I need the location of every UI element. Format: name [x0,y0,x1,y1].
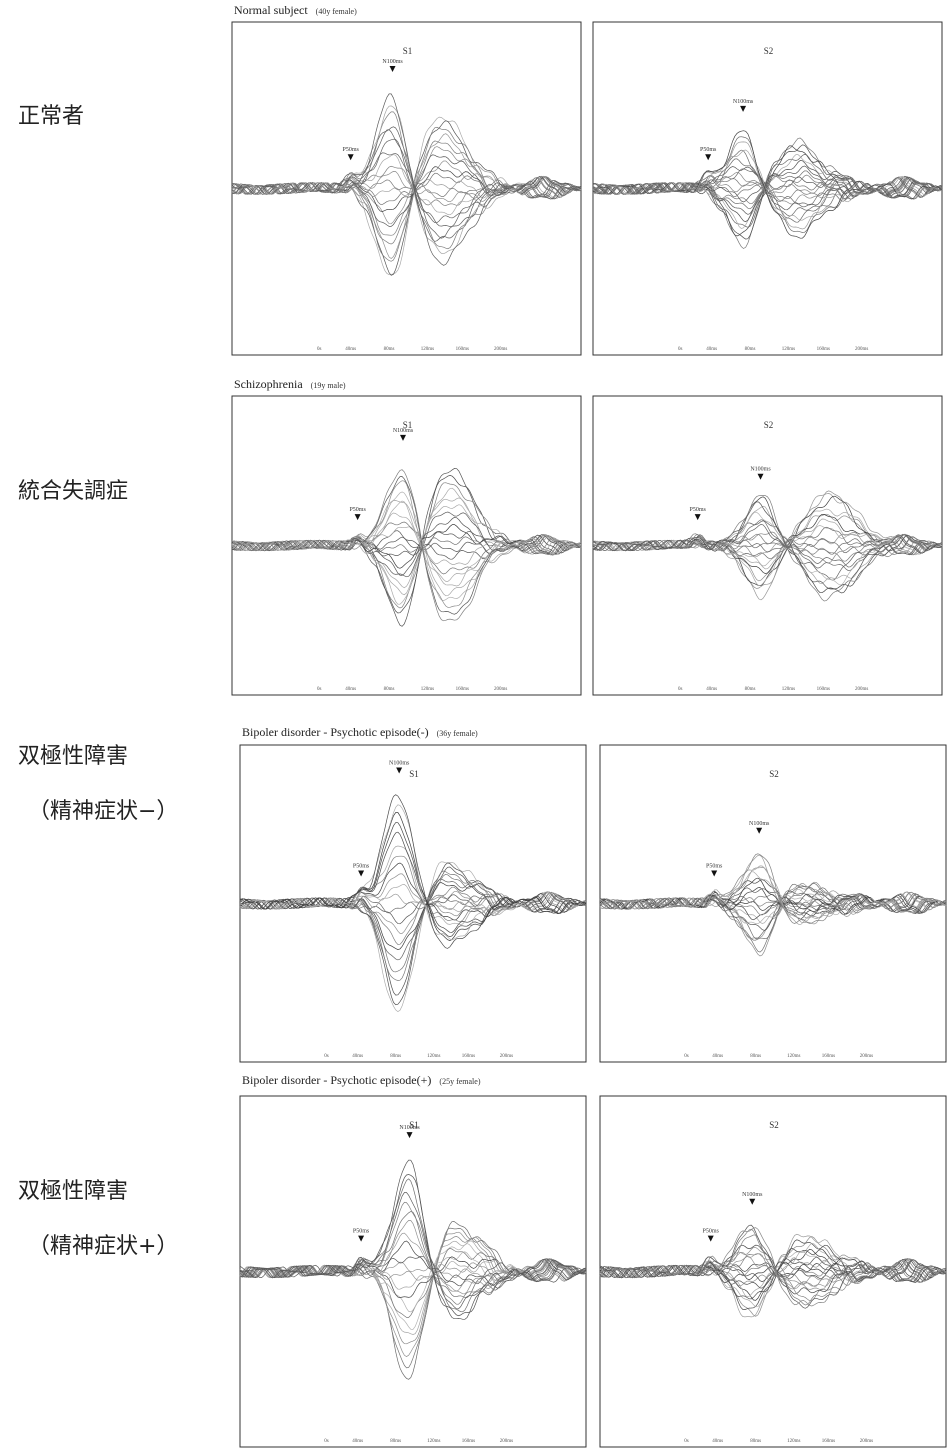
time-label: 0s [678,687,683,692]
time-label: 200ms [855,687,868,692]
panel-title: S1 [403,46,413,56]
row-label: 統合失調症 [18,479,128,504]
panel: S1 P50ms N100ms 0s 40ms 80ms 120ms 160ms 200ms [240,745,586,1062]
time-label: 80ms [384,347,395,352]
time-label: 80ms [390,1054,401,1059]
panel: S2 P50ms N100ms 0s 40ms 80ms 120ms 160ms 200ms [600,745,946,1062]
row-label: 正常者 [18,104,84,129]
panel-title: S1 [409,769,419,779]
peak-label: N100ms [750,467,771,473]
time-label: 200ms [860,1439,873,1444]
panel-title: S2 [769,769,779,779]
caption-note: (19y male) [311,381,346,390]
peak-label: N100ms [399,1125,420,1131]
time-label: 160ms [822,1439,835,1444]
panel: S1 P50ms N100ms 0s 40ms 80ms 120ms 160ms 200ms [232,22,581,355]
row-label: 双極性障害 [18,744,128,769]
figure: 正常者 Normal subject (40y female) S1 P50ms N100… [0,0,949,1450]
panel-title: S2 [764,46,774,56]
time-label: 200ms [500,1439,513,1444]
panel-title: S2 [769,1120,779,1130]
page: {"rows": [ {"label": ["正常者"], "caption":… [0,0,949,1450]
time-label: 40ms [706,687,717,692]
caption-text: Bipoler disorder - Psychotic episode(+) [242,1073,431,1087]
time-label: 120ms [787,1054,800,1059]
time-label: 160ms [456,687,469,692]
time-label: 0s [684,1054,689,1059]
time-label: 120ms [421,347,434,352]
row-label: 双極性障害 [18,1179,128,1204]
peak-label: P50ms [703,1229,720,1235]
time-label: 80ms [750,1439,761,1444]
time-label: 160ms [822,1054,835,1059]
time-label: 80ms [384,687,395,692]
peak-label: P50ms [353,864,370,870]
caption-text: Normal subject [234,3,308,17]
caption-note: (40y female) [316,7,357,16]
peak-label: N100ms [733,99,754,105]
time-label: 120ms [427,1439,440,1444]
caption-text: Schizophrenia [234,377,303,391]
peak-label: N100ms [749,821,770,827]
peak-label: N100ms [393,428,414,434]
time-label: 80ms [390,1439,401,1444]
panel-title: S2 [764,420,774,430]
time-label: 0s [678,347,683,352]
peak-label: P50ms [353,1229,370,1235]
time-label: 200ms [855,347,868,352]
time-label: 40ms [712,1054,723,1059]
peak-label: P50ms [706,864,723,870]
peak-label: P50ms [342,147,359,153]
time-label: 0s [684,1439,689,1444]
panel-caption: Bipoler disorder - Psychotic episode(+) (… [242,1073,481,1087]
peak-label: N100ms [382,59,403,65]
peak-label: P50ms [349,507,366,513]
time-label: 120ms [787,1439,800,1444]
time-label: 120ms [427,1054,440,1059]
panel: S2 P50ms N100ms 0s 40ms 80ms 120ms 160ms 200ms [593,22,942,355]
time-label: 160ms [456,347,469,352]
peak-label: P50ms [700,147,717,153]
time-label: 200ms [860,1054,873,1059]
row-label: （精神症状+） [28,1234,178,1259]
time-label: 40ms [706,347,717,352]
time-label: 80ms [750,1054,761,1059]
time-label: 200ms [494,347,507,352]
caption-note: (36y female) [437,729,478,738]
peak-label: N100ms [389,761,410,767]
time-label: 120ms [421,687,434,692]
caption-text: Bipoler disorder - Psychotic episode(-) [242,725,429,739]
time-label: 0s [324,1054,329,1059]
panel-caption: Bipoler disorder - Psychotic episode(-) (… [242,725,478,739]
peak-label: P50ms [690,507,707,513]
time-label: 200ms [500,1054,513,1059]
time-label: 160ms [817,687,830,692]
panel: S2 P50ms N100ms 0s 40ms 80ms 120ms 160ms 200ms [593,396,942,695]
panel-caption: Schizophrenia (19y male) [234,377,346,391]
time-label: 120ms [782,687,795,692]
time-label: 200ms [494,687,507,692]
time-label: 120ms [782,347,795,352]
time-label: 40ms [712,1439,723,1444]
time-label: 40ms [352,1439,363,1444]
time-label: 40ms [345,687,356,692]
time-label: 40ms [345,347,356,352]
time-label: 0s [317,687,322,692]
peak-label: N100ms [742,1192,763,1198]
panel-caption: Normal subject (40y female) [234,3,357,17]
time-label: 80ms [745,347,756,352]
time-label: 160ms [817,347,830,352]
row-label: （精神症状−） [28,799,178,824]
time-label: 40ms [352,1054,363,1059]
time-label: 160ms [462,1054,475,1059]
time-label: 0s [324,1439,329,1444]
panel: S2 P50ms N100ms 0s 40ms 80ms 120ms 160ms 200ms [600,1096,946,1447]
caption-note: (25y female) [439,1077,480,1086]
time-label: 80ms [745,687,756,692]
time-label: 160ms [462,1439,475,1444]
time-label: 0s [317,347,322,352]
